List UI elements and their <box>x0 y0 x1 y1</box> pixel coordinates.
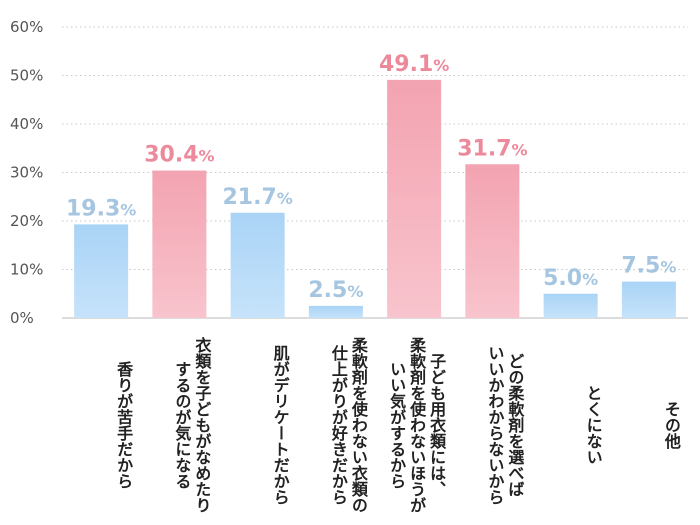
category-label-line: いいかわからないから <box>485 345 505 505</box>
category-label: 子ども用衣類には、 柔軟剤を使わないほうが いい気がするから <box>382 325 446 525</box>
category-label: 肌がデリケートだから <box>226 325 290 525</box>
category-label-line: とくにない <box>583 385 603 465</box>
y-tick-label: 20% <box>10 212 43 230</box>
bar <box>308 305 363 318</box>
category-label-line: 仕上がりが好きだから <box>328 345 348 505</box>
value-label: 21.7% <box>222 185 292 210</box>
category-label: 柔軟剤を使わない衣類の 仕上がりが好きだから <box>304 325 368 525</box>
value-label: 30.4% <box>144 143 214 168</box>
y-tick-label: 50% <box>10 67 43 85</box>
category-label: とくにない <box>539 325 603 525</box>
category-label-line: 衣類を子どもがなめたり <box>192 337 212 513</box>
category-label: 衣類を子どもがなめたり するのが気になる <box>147 325 211 525</box>
y-tick-label: 30% <box>10 164 43 182</box>
category-label: 香りが苦手だから <box>69 325 133 525</box>
bars <box>74 79 676 319</box>
category-label-line: するのが気になる <box>172 361 192 489</box>
bar <box>387 79 442 319</box>
y-axis-ticks: 0% 10% 20% 30% 40% 50% 60% <box>10 18 43 327</box>
category-label-line: 柔軟剤を使わない衣類の <box>348 337 368 513</box>
value-label: 7.5% <box>621 254 676 279</box>
bar <box>152 170 207 318</box>
bar <box>465 164 520 318</box>
value-label: 31.7% <box>457 136 527 161</box>
bar <box>74 224 129 318</box>
value-labels: 19.3% 30.4% 21.7% 2.5% 49.1% 31.7% 5.0% 7.5% <box>66 52 676 303</box>
value-label: 49.1% <box>379 52 449 77</box>
bar <box>543 293 598 318</box>
value-label: 19.3% <box>66 196 136 221</box>
category-label-line: 柔軟剤を使わないほうが <box>407 337 427 513</box>
category-label: どの柔軟剤を選べば いいかわからないから <box>460 325 524 525</box>
value-label: 5.0% <box>543 266 598 291</box>
bar <box>230 212 285 318</box>
category-label-line: いい気がするから <box>387 361 407 489</box>
category-label-line: 香りが苦手だから <box>114 361 134 489</box>
y-tick-label: 0% <box>10 309 34 327</box>
category-label-line: どの柔軟剤を選べば <box>505 353 525 497</box>
bar <box>621 281 676 318</box>
y-tick-label: 40% <box>10 115 43 133</box>
category-label: その他 <box>617 325 681 525</box>
y-tick-label: 60% <box>10 18 43 36</box>
category-label-line: 肌がデリケートだから <box>270 345 290 505</box>
y-tick-label: 10% <box>10 261 43 279</box>
category-label-line: その他 <box>661 401 681 449</box>
value-label: 2.5% <box>308 278 363 303</box>
category-label-line: 子ども用衣類には、 <box>427 353 447 497</box>
